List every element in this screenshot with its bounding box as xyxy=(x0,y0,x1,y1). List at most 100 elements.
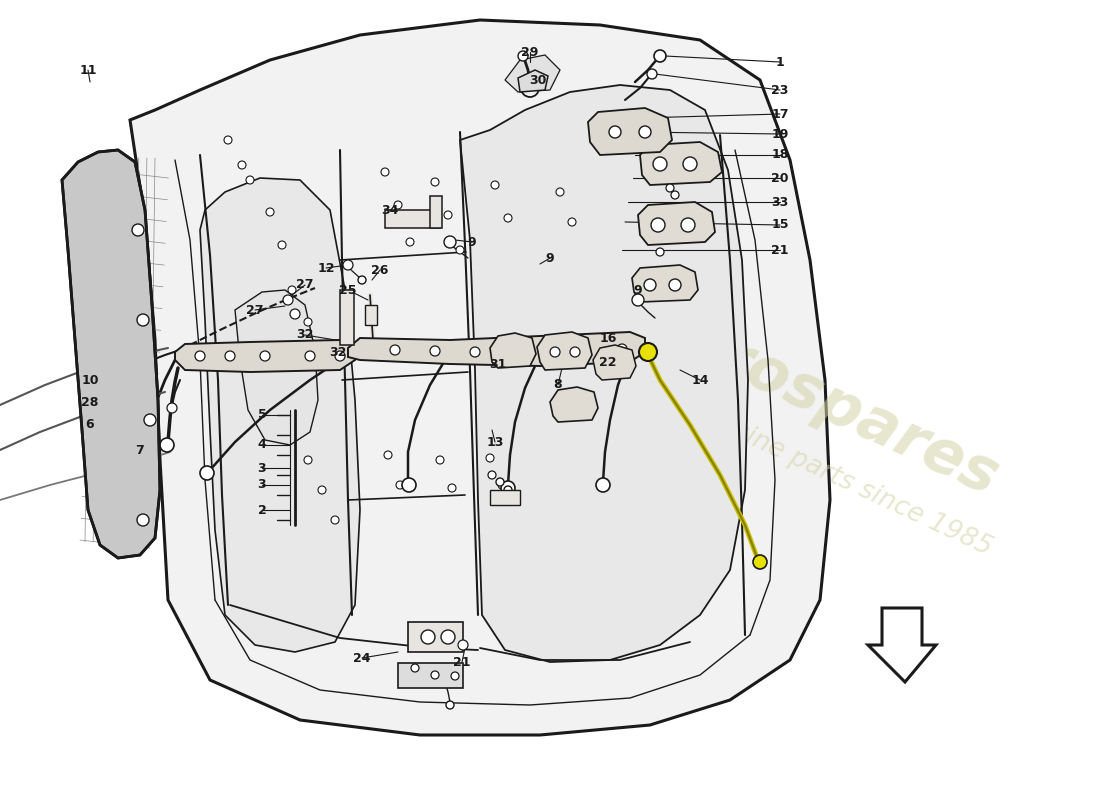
Text: 5: 5 xyxy=(257,409,266,422)
Text: 21: 21 xyxy=(453,655,471,669)
Polygon shape xyxy=(505,55,560,92)
Circle shape xyxy=(521,79,539,97)
Text: 11: 11 xyxy=(79,63,97,77)
Circle shape xyxy=(138,314,148,326)
Circle shape xyxy=(132,224,144,236)
Circle shape xyxy=(632,294,644,306)
Circle shape xyxy=(138,514,148,526)
Text: 27: 27 xyxy=(296,278,314,291)
Text: 22: 22 xyxy=(600,355,617,369)
Text: 8: 8 xyxy=(553,378,562,391)
Circle shape xyxy=(246,176,254,184)
Bar xyxy=(408,622,463,652)
Circle shape xyxy=(430,346,440,356)
Text: 16: 16 xyxy=(600,331,617,345)
Circle shape xyxy=(406,238,414,246)
Text: The engine parts since 1985: The engine parts since 1985 xyxy=(644,378,996,562)
Circle shape xyxy=(402,478,416,492)
Circle shape xyxy=(550,347,560,357)
Text: 3: 3 xyxy=(257,478,266,491)
Polygon shape xyxy=(640,142,722,185)
Text: 14: 14 xyxy=(691,374,708,386)
Text: 9: 9 xyxy=(468,235,476,249)
Circle shape xyxy=(396,481,404,489)
Circle shape xyxy=(498,481,506,489)
Text: 19: 19 xyxy=(771,127,789,141)
Text: 26: 26 xyxy=(372,263,388,277)
Circle shape xyxy=(431,178,439,186)
Circle shape xyxy=(441,630,455,644)
Text: 10: 10 xyxy=(81,374,99,386)
Circle shape xyxy=(525,347,535,357)
Circle shape xyxy=(144,414,156,426)
Circle shape xyxy=(318,486,326,494)
Circle shape xyxy=(431,671,439,679)
Text: 2: 2 xyxy=(257,503,266,517)
Circle shape xyxy=(436,456,444,464)
Circle shape xyxy=(570,347,580,357)
Circle shape xyxy=(456,246,464,254)
Text: 32: 32 xyxy=(296,329,314,342)
Polygon shape xyxy=(550,387,598,422)
Circle shape xyxy=(224,136,232,144)
Text: 9: 9 xyxy=(634,283,642,297)
Circle shape xyxy=(304,318,312,326)
Circle shape xyxy=(283,295,293,305)
Circle shape xyxy=(305,351,315,361)
Circle shape xyxy=(381,168,389,176)
Bar xyxy=(385,210,440,228)
Circle shape xyxy=(343,260,353,270)
Circle shape xyxy=(394,201,402,209)
Circle shape xyxy=(448,484,456,492)
Circle shape xyxy=(639,126,651,138)
Circle shape xyxy=(556,188,564,196)
Text: 12: 12 xyxy=(317,262,334,274)
Polygon shape xyxy=(175,340,355,372)
Circle shape xyxy=(644,279,656,291)
Circle shape xyxy=(504,486,512,494)
Bar xyxy=(365,305,377,325)
Circle shape xyxy=(411,664,419,672)
Polygon shape xyxy=(868,608,936,682)
Circle shape xyxy=(486,454,494,462)
Circle shape xyxy=(167,403,177,413)
Polygon shape xyxy=(537,332,592,370)
Polygon shape xyxy=(593,345,636,380)
Text: 25: 25 xyxy=(339,283,356,297)
Circle shape xyxy=(331,516,339,524)
Circle shape xyxy=(504,214,512,222)
Circle shape xyxy=(266,208,274,216)
Polygon shape xyxy=(235,290,318,445)
Circle shape xyxy=(141,431,155,445)
Circle shape xyxy=(226,351,235,361)
Circle shape xyxy=(681,218,695,232)
Text: 4: 4 xyxy=(257,438,266,451)
Circle shape xyxy=(654,50,666,62)
Circle shape xyxy=(160,438,174,452)
Text: 6: 6 xyxy=(86,418,95,431)
Text: 1: 1 xyxy=(776,55,784,69)
Circle shape xyxy=(518,51,528,61)
Circle shape xyxy=(444,236,456,248)
Circle shape xyxy=(656,248,664,256)
Text: 21: 21 xyxy=(771,243,789,257)
Bar xyxy=(490,490,520,505)
Text: 33: 33 xyxy=(771,195,789,209)
Text: 30: 30 xyxy=(529,74,547,86)
Text: 28: 28 xyxy=(81,395,99,409)
Text: 7: 7 xyxy=(135,443,144,457)
Circle shape xyxy=(200,466,214,480)
Circle shape xyxy=(358,276,366,284)
Text: 9: 9 xyxy=(546,251,554,265)
Text: 15: 15 xyxy=(771,218,789,231)
Text: 24: 24 xyxy=(353,651,371,665)
Circle shape xyxy=(500,481,515,495)
Circle shape xyxy=(647,69,657,79)
Polygon shape xyxy=(348,332,645,366)
Text: 32: 32 xyxy=(329,346,346,358)
Bar xyxy=(340,290,354,345)
Text: 27: 27 xyxy=(246,303,264,317)
Polygon shape xyxy=(588,108,672,155)
Text: 29: 29 xyxy=(521,46,539,58)
Circle shape xyxy=(651,218,666,232)
